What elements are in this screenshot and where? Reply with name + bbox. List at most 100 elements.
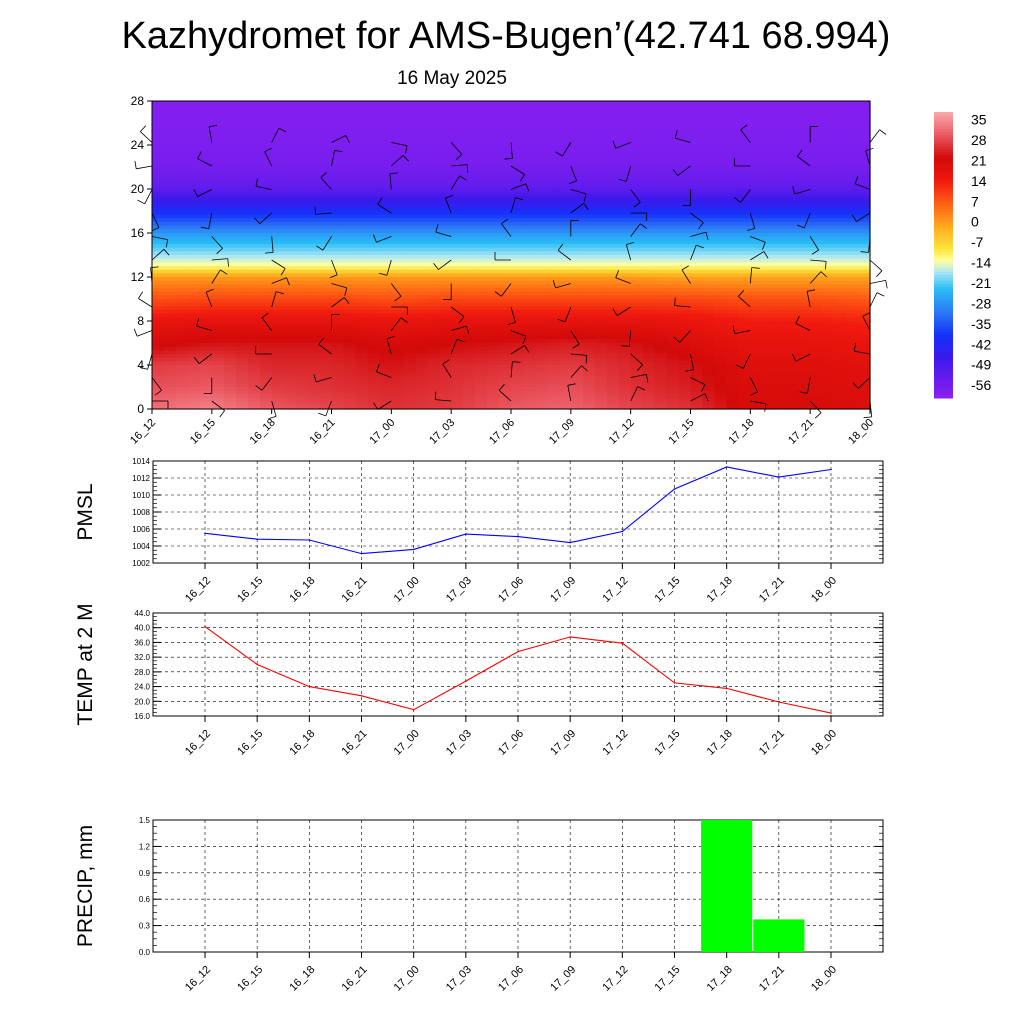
heatmap-cell [499,141,512,146]
heatmap-cell [499,119,512,124]
heatmap-cell [343,321,357,326]
heatmap-cell [570,137,584,142]
heatmap-cell [666,295,680,300]
heatmap-cell [271,372,285,377]
heatmap-cell [199,368,213,373]
heatmap-cell [666,200,680,205]
heatmap-cell [786,255,799,260]
heatmap-cell [152,137,165,142]
heatmap-cell [678,284,692,289]
heatmap-cell [570,302,584,307]
heatmap-cell [187,137,201,142]
heatmap-cell [367,398,380,403]
heatmap-cell [235,207,249,212]
heatmap-cell [379,357,392,362]
heatmap-cell [750,291,763,296]
heatmap-cell [152,229,165,234]
heatmap-cell [235,233,249,238]
heatmap-cell [511,145,524,150]
heatmap-cell [152,350,165,355]
heatmap-cell [319,181,333,186]
heatmap-cell [355,317,368,322]
heatmap-cell [582,214,596,219]
heatmap-cell [558,156,572,161]
heatmap-cell [714,277,727,282]
heatmap-cell [810,240,823,245]
heatmap-cell [463,148,476,153]
heatmap-cell [558,310,572,315]
heatmap-cell [152,236,165,241]
heatmap-cell [415,196,428,201]
heatmap-cell [750,383,763,388]
heatmap-cell [367,255,380,260]
heatmap-cell [271,207,285,212]
heatmap-cell [331,332,345,337]
heatmap-cell [283,365,297,370]
heatmap-cell [271,112,285,117]
heatmap-cell [379,251,392,256]
heatmap-cell [762,383,775,388]
heatmap-cell [499,163,512,168]
heatmap-cell [798,339,811,344]
heatmap-cell [738,137,751,142]
heatmap-cell [666,361,680,366]
heatmap-cell [427,258,440,263]
heatmap-cell [690,108,704,113]
heatmap-cell [175,361,189,366]
heatmap-cell [702,104,716,109]
heatmap-cell [714,317,727,322]
heatmap-cell [331,196,345,201]
heatmap-cell [319,299,333,304]
heatmap-cell [834,302,847,307]
heatmap-cell [175,101,189,106]
heatmap-cell [463,313,476,318]
heatmap-cell [798,229,811,234]
heatmap-cell [463,203,476,208]
heatmap-cell [463,225,476,230]
heatmap-cell [379,255,392,260]
heatmap-cell [415,387,428,392]
heatmap-cell [379,365,392,370]
heatmap-cell [211,101,225,106]
heatmap-cell [642,398,656,403]
heatmap-cell [522,222,536,227]
heatmap-cell [570,255,584,260]
heatmap-cell [187,233,201,238]
heatmap-cell [271,387,285,392]
heatmap-cell [511,247,524,252]
heatmap-cell [271,339,285,344]
heatmap-cell [786,123,799,128]
heatmap-cell [247,266,261,271]
heatmap-cell [259,233,273,238]
heatmap-cell [199,115,213,120]
heatmap-cell [199,108,213,113]
heatmap-cell [427,137,440,142]
heatmap-cell [666,181,680,186]
heatmap-cell [427,141,440,146]
heatmap-cell [798,101,811,106]
heatmap-cell [307,258,321,263]
heatmap-cell [654,379,668,384]
heatmap-cell [558,163,572,168]
heatmap-cell [163,390,177,395]
heatmap-cell [319,262,333,267]
heatmap-cell [223,269,237,274]
heatmap-cell [259,247,273,252]
heatmap-cell [463,321,476,326]
heatmap-cell [582,368,596,373]
heatmap-cell [415,383,428,388]
heatmap-cell [475,240,488,245]
heatmap-cell [654,405,668,410]
heatmap-cell [152,310,165,315]
heatmap-cell [355,251,368,256]
heatmap-cell [391,365,404,370]
heatmap-cell [415,401,428,406]
heatmap-cell [570,119,584,124]
heatmap-cell [511,258,524,263]
heatmap-cell [846,277,859,282]
heatmap-cell [570,291,584,296]
heatmap-cell [175,280,189,285]
heatmap-cell [606,332,620,337]
heatmap-cell [295,181,309,186]
heatmap-cell [534,207,548,212]
